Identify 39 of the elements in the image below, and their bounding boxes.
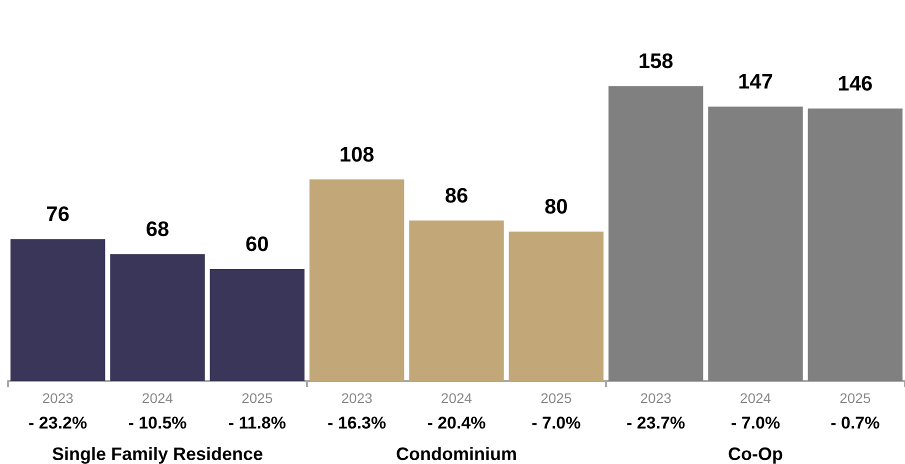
- data-label: 76: [46, 203, 70, 226]
- text: - 16.3%: [328, 414, 386, 432]
- bar: [309, 179, 404, 381]
- data-label: 146: [838, 72, 873, 96]
- x-tick-label: 2024: [740, 390, 772, 406]
- text: - 0.7%: [830, 414, 880, 432]
- data-label: 147: [738, 70, 774, 94]
- text: - 7.0%: [730, 414, 780, 432]
- data-label: 86: [444, 184, 468, 208]
- text: - 20.4%: [427, 414, 486, 432]
- data-label: 68: [146, 218, 170, 242]
- x-tick-label: 2023: [42, 390, 74, 406]
- x-tick-label: 2025: [840, 390, 871, 406]
- data-label: 80: [544, 196, 568, 219]
- bar: [10, 239, 106, 381]
- x-tick-label: 2023: [640, 390, 672, 406]
- x-tick-label: 2025: [242, 390, 273, 406]
- text: Co-Op: [728, 444, 783, 464]
- bar: [210, 269, 305, 381]
- bar: [508, 232, 604, 381]
- text: Condominium: [396, 444, 517, 464]
- text: - 10.5%: [128, 414, 187, 432]
- data-label: 60: [245, 233, 269, 256]
- x-tick-label: 2024: [440, 390, 472, 406]
- x-tick-label: 2024: [142, 390, 174, 406]
- bar: [608, 86, 704, 381]
- text: - 23.7%: [626, 414, 686, 432]
- bar: [409, 220, 504, 381]
- bar: [708, 106, 803, 381]
- bar: [808, 108, 903, 381]
- text: - 7.0%: [532, 414, 581, 432]
- data-label: 158: [638, 50, 674, 74]
- bar: [110, 254, 205, 381]
- text: - 23.2%: [28, 414, 88, 432]
- x-tick-label: 2023: [341, 390, 373, 406]
- text: Single Family Residence: [52, 444, 264, 464]
- text: - 11.8%: [228, 414, 286, 432]
- x-tick-label: 2025: [540, 390, 572, 406]
- data-label: 108: [339, 143, 375, 166]
